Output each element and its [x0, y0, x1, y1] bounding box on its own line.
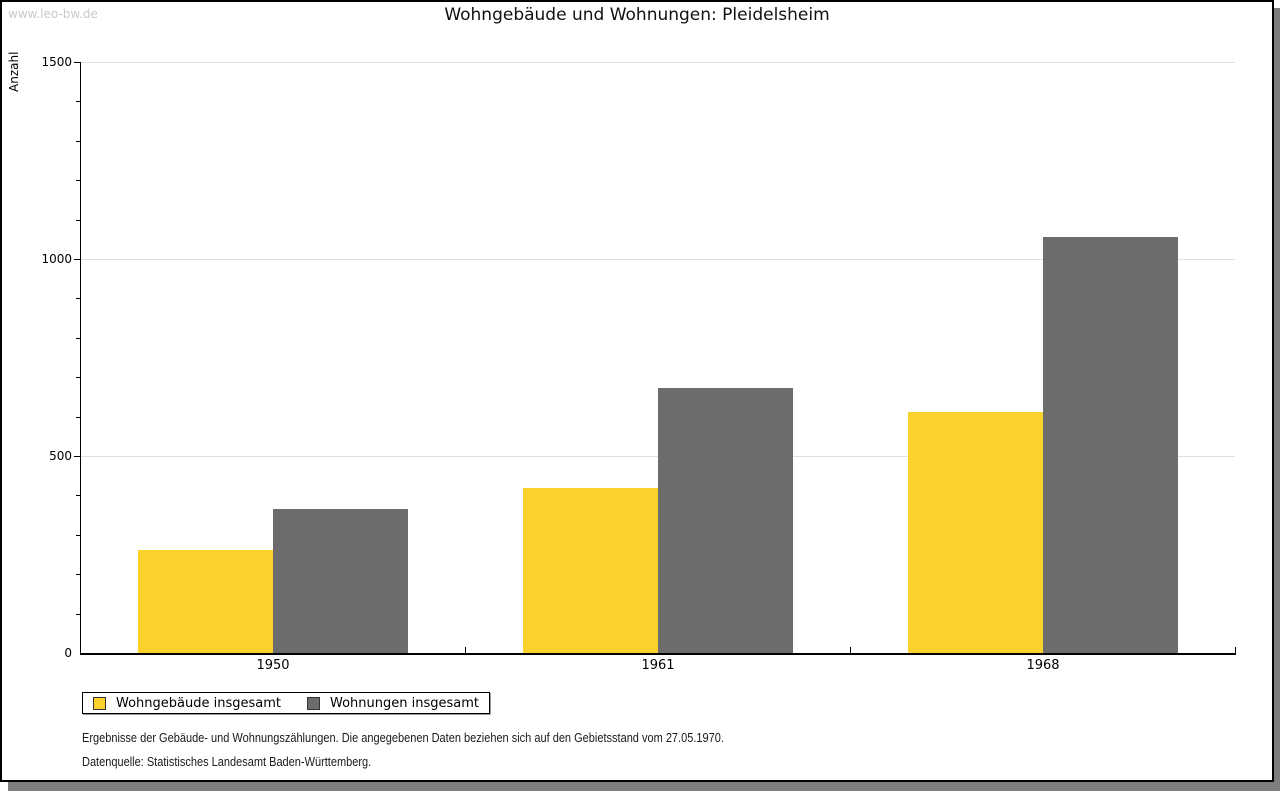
y-tick-mark-1100	[76, 220, 80, 221]
y-tick-mark-700	[76, 377, 80, 378]
x-category-label-1961: 1961	[641, 658, 675, 673]
x-tick-mark-2	[850, 647, 851, 653]
page-title: Wohngebäude und Wohnungen: Pleidelsheim	[444, 5, 830, 25]
y-axis-line	[80, 62, 81, 654]
y-tick-label-0: 0	[64, 646, 72, 660]
footnote-line1: Ergebnisse der Gebäude- und Wohnungszähl…	[82, 731, 724, 745]
bar-wohnungen-1961	[658, 388, 793, 653]
legend-swatch-yellow-icon	[93, 696, 106, 710]
y-tick-mark-1400	[76, 101, 80, 102]
gridline-y-1500	[80, 62, 1235, 63]
frame-shadow-bottom	[8, 782, 1280, 791]
legend: Wohngebäude insgesamt Wohnungen insgesam…	[82, 692, 490, 714]
y-tick-mark-200	[76, 574, 80, 575]
frame-shadow-right	[1274, 8, 1280, 791]
x-category-label-1968: 1968	[1026, 658, 1060, 673]
y-tick-mark-800	[76, 338, 80, 339]
footnote-line2: Datenquelle: Statistisches Landesamt Bad…	[82, 755, 372, 769]
x-tick-mark-1	[465, 647, 466, 653]
legend-label-wohnungen: Wohnungen insgesamt	[330, 695, 479, 711]
bar-wohnungen-1950	[273, 509, 408, 653]
legend-item-wohnungen: Wohnungen insgesamt	[307, 696, 479, 711]
y-tick-label-500: 500	[49, 449, 72, 463]
x-category-label-1950: 1950	[256, 658, 290, 673]
bar-wohngebaeude-1950	[138, 550, 273, 653]
legend-swatch-gray-icon	[307, 696, 320, 710]
y-tick-mark-900	[76, 298, 80, 299]
y-tick-mark-1000	[74, 259, 80, 260]
gridline-y-500	[80, 456, 1235, 457]
y-tick-mark-1500	[74, 62, 80, 63]
y-tick-label-1000: 1000	[41, 252, 72, 266]
bar-wohngebaeude-1968	[908, 412, 1043, 653]
bar-wohngebaeude-1961	[523, 488, 658, 653]
y-tick-mark-100	[76, 614, 80, 615]
y-tick-mark-600	[76, 417, 80, 418]
y-tick-mark-300	[76, 535, 80, 536]
plot-area: 0 500 1000 1500 1950 1961 1968	[2, 2, 1272, 780]
y-tick-mark-400	[76, 495, 80, 496]
legend-label-wohngebaeude: Wohngebäude insgesamt	[116, 695, 281, 711]
y-tick-mark-500	[74, 456, 80, 457]
y-tick-mark-1200	[76, 180, 80, 181]
watermark: www.leo-bw.de	[8, 7, 98, 21]
x-axis-line	[80, 653, 1236, 655]
legend-item-wohngebaeude: Wohngebäude insgesamt	[93, 696, 281, 711]
bar-wohnungen-1968	[1043, 237, 1178, 653]
gridline-y-1000	[80, 259, 1235, 260]
x-tick-mark-3	[1235, 647, 1236, 653]
y-tick-mark-1300	[76, 141, 80, 142]
y-tick-label-1500: 1500	[41, 55, 72, 69]
